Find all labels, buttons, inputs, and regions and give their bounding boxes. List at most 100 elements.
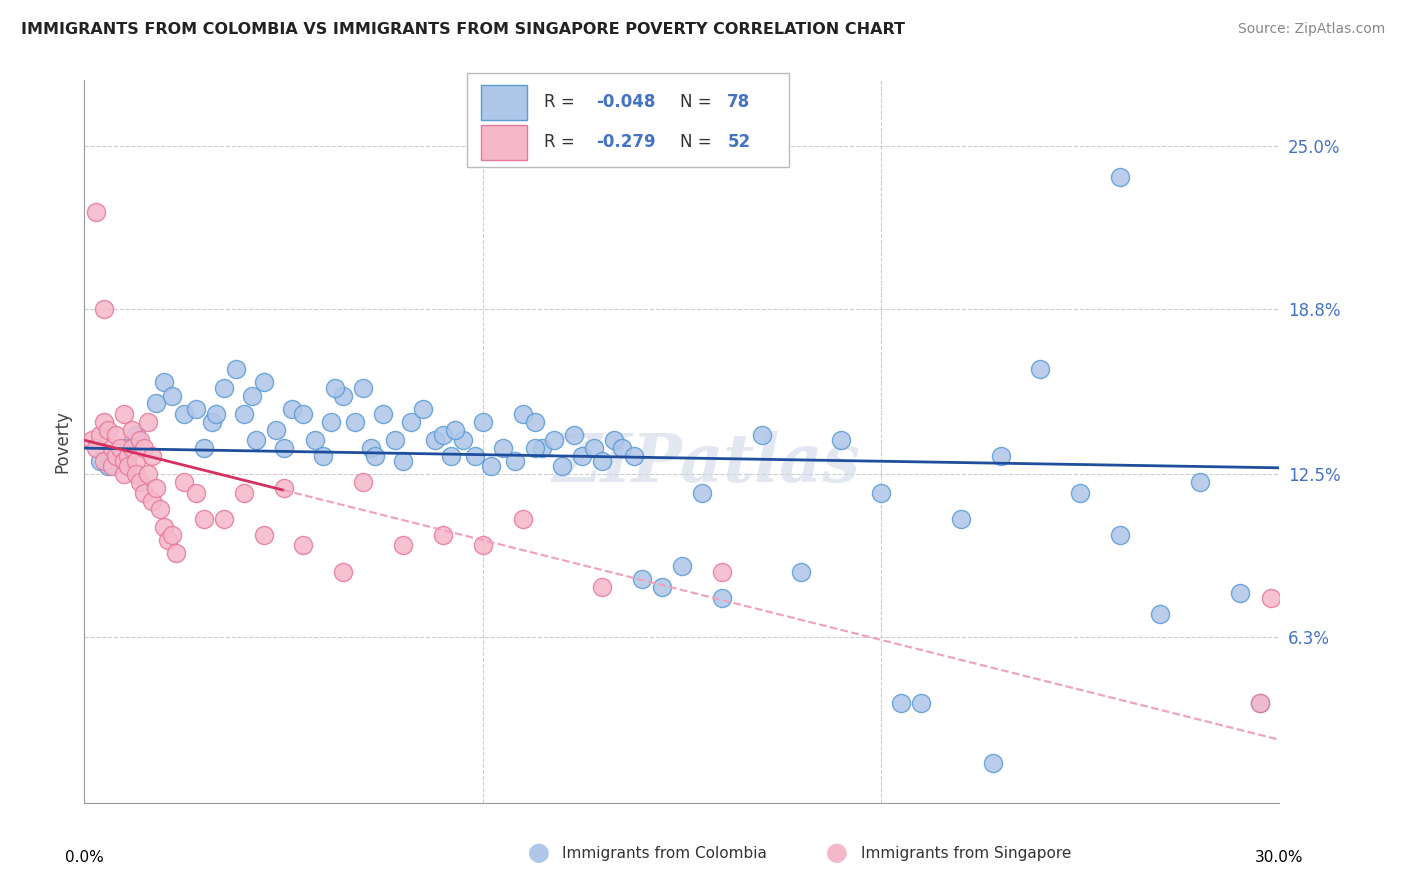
Point xyxy=(464,449,486,463)
Text: -0.048: -0.048 xyxy=(596,93,655,111)
Point xyxy=(184,485,207,500)
Point xyxy=(870,485,893,500)
Point xyxy=(512,407,534,421)
Point xyxy=(479,459,502,474)
Point xyxy=(344,415,367,429)
Point xyxy=(392,454,415,468)
Point xyxy=(451,434,474,448)
Text: 52: 52 xyxy=(727,134,751,152)
Text: Immigrants from Singapore: Immigrants from Singapore xyxy=(862,846,1071,861)
Point xyxy=(1069,485,1091,500)
Point xyxy=(432,428,454,442)
Point xyxy=(93,301,115,316)
Point xyxy=(205,407,228,421)
Point xyxy=(412,401,434,416)
Point xyxy=(145,481,167,495)
Point xyxy=(423,434,446,448)
Point xyxy=(1109,528,1132,542)
Point xyxy=(1149,607,1171,621)
Text: N =: N = xyxy=(679,93,717,111)
Point xyxy=(512,512,534,526)
Point xyxy=(392,538,415,552)
Point xyxy=(89,454,111,468)
Point xyxy=(212,381,235,395)
Point xyxy=(352,475,374,490)
Text: IMMIGRANTS FROM COLOMBIA VS IMMIGRANTS FROM SINGAPORE POVERTY CORRELATION CHART: IMMIGRANTS FROM COLOMBIA VS IMMIGRANTS F… xyxy=(21,22,905,37)
Point xyxy=(444,423,467,437)
Point xyxy=(564,428,586,442)
Point xyxy=(232,407,254,421)
Point xyxy=(153,376,176,390)
Point xyxy=(132,441,156,455)
Point xyxy=(145,396,167,410)
Point xyxy=(82,434,104,448)
Point xyxy=(583,441,606,455)
Point xyxy=(543,434,565,448)
Point xyxy=(312,449,335,463)
Point xyxy=(173,475,195,490)
Point xyxy=(112,441,135,455)
Point xyxy=(990,449,1012,463)
Point xyxy=(432,528,454,542)
Point xyxy=(1249,696,1271,710)
Point xyxy=(440,449,463,463)
Point xyxy=(245,434,267,448)
Point xyxy=(125,467,148,482)
Point xyxy=(121,441,143,455)
Point xyxy=(280,401,302,416)
Point xyxy=(101,459,124,474)
Point xyxy=(591,580,613,594)
Point xyxy=(1229,585,1251,599)
Point xyxy=(591,454,613,468)
Point xyxy=(193,512,215,526)
Point xyxy=(97,459,120,474)
Point xyxy=(110,441,132,455)
Point xyxy=(232,485,254,500)
Point xyxy=(304,434,326,448)
Point xyxy=(141,449,163,463)
Point xyxy=(112,467,135,482)
Point xyxy=(153,520,176,534)
Text: ⬤: ⬤ xyxy=(527,844,550,863)
FancyBboxPatch shape xyxy=(481,125,527,160)
Point xyxy=(364,449,387,463)
Point xyxy=(790,565,813,579)
Text: ⬤: ⬤ xyxy=(827,844,848,863)
Point xyxy=(292,407,315,421)
Point xyxy=(121,423,143,437)
Point xyxy=(129,434,152,448)
Point xyxy=(112,454,135,468)
Point xyxy=(325,381,347,395)
Point xyxy=(384,434,406,448)
Point xyxy=(105,428,128,442)
Point xyxy=(710,591,733,605)
Point xyxy=(1260,591,1282,605)
Point xyxy=(690,485,713,500)
Point xyxy=(623,449,645,463)
Point xyxy=(551,459,574,474)
Point xyxy=(253,376,276,390)
Text: Source: ZipAtlas.com: Source: ZipAtlas.com xyxy=(1237,22,1385,37)
Point xyxy=(981,756,1004,771)
Point xyxy=(225,362,247,376)
FancyBboxPatch shape xyxy=(481,86,527,120)
Point xyxy=(160,528,183,542)
Point xyxy=(129,475,152,490)
Point xyxy=(471,415,494,429)
Point xyxy=(86,441,108,455)
Point xyxy=(360,441,382,455)
Point xyxy=(571,449,593,463)
Point xyxy=(132,485,156,500)
Point xyxy=(1249,696,1271,710)
Point xyxy=(332,388,354,402)
Text: R =: R = xyxy=(544,134,581,152)
Point xyxy=(184,401,207,416)
Point xyxy=(1109,170,1132,185)
Point xyxy=(603,434,626,448)
Point xyxy=(710,565,733,579)
Text: 0.0%: 0.0% xyxy=(65,850,104,865)
Point xyxy=(212,512,235,526)
Point xyxy=(173,407,195,421)
Point xyxy=(264,423,287,437)
Point xyxy=(1188,475,1211,490)
